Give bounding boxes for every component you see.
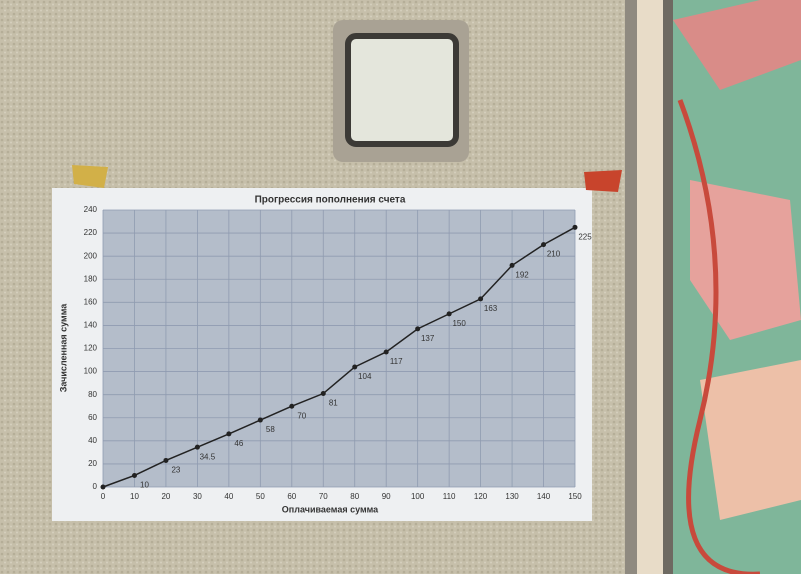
data-point: [226, 431, 232, 437]
y-tick-label: 220: [84, 228, 98, 237]
x-tick-label: 110: [443, 492, 456, 501]
y-tick-label: 40: [88, 436, 97, 445]
data-label: 150: [452, 319, 466, 328]
y-axis-label: Зачисленная сумма: [58, 303, 68, 393]
data-point: [257, 417, 263, 423]
data-label: 70: [297, 411, 306, 420]
frame: [663, 0, 673, 574]
x-axis-label: Оплачиваемая сумма: [282, 504, 379, 514]
y-tick-label: 60: [88, 413, 97, 422]
y-tick-label: 20: [88, 459, 97, 468]
data-label: 225: [578, 232, 592, 241]
data-label: 23: [171, 466, 180, 475]
data-label: 137: [421, 334, 435, 343]
data-point: [415, 326, 421, 332]
data-label: 58: [266, 425, 275, 434]
y-tick-label: 160: [84, 297, 98, 306]
data-label: 117: [390, 357, 403, 366]
data-label: 46: [234, 439, 243, 448]
y-tick-label: 180: [84, 274, 98, 283]
data-label: 163: [484, 304, 498, 313]
y-tick-label: 0: [93, 482, 98, 491]
data-point: [541, 242, 547, 248]
x-tick-label: 20: [161, 492, 170, 501]
data-line: [102, 226, 576, 488]
pin-flag: [584, 170, 622, 192]
data-point: [352, 364, 358, 370]
x-tick-label: 90: [382, 492, 391, 501]
x-tick-label: 50: [256, 492, 265, 501]
y-tick-label: 80: [88, 390, 97, 399]
data-point: [478, 296, 484, 302]
data-point: [320, 391, 326, 397]
data-label: 81: [329, 399, 338, 408]
x-tick-label: 40: [224, 492, 233, 501]
data-label: 104: [358, 372, 372, 381]
y-tick-label: 120: [84, 344, 98, 353]
data-point: [446, 311, 452, 317]
x-tick-label: 30: [193, 492, 202, 501]
data-point: [289, 403, 295, 409]
data-point: [131, 472, 137, 478]
data-point: [509, 262, 515, 268]
x-tick-label: 0: [101, 492, 106, 501]
data-point: [163, 457, 169, 463]
gauge: [345, 33, 459, 147]
x-tick-label: 100: [411, 492, 425, 501]
frame: [637, 0, 663, 574]
y-tick-label: 200: [84, 251, 98, 260]
data-label: 10: [140, 481, 149, 490]
x-tick-label: 80: [350, 492, 359, 501]
x-tick-label: 70: [319, 492, 328, 501]
data-point: [572, 224, 578, 230]
data-point: [194, 444, 200, 450]
data-label: 210: [547, 250, 561, 259]
x-tick-label: 60: [287, 492, 296, 501]
x-tick-label: 10: [130, 492, 139, 501]
pin-flag: [72, 165, 108, 188]
x-tick-label: 150: [568, 492, 582, 501]
data-label: 192: [515, 271, 529, 280]
map: [673, 0, 801, 90]
y-tick-label: 140: [84, 321, 98, 330]
map: [700, 360, 801, 520]
x-tick-label: 130: [505, 492, 519, 501]
x-tick-label: 140: [537, 492, 551, 501]
data-point: [100, 484, 106, 490]
x-tick-label: 120: [474, 492, 488, 501]
chart-title: Прогрессия пополнения счета: [255, 195, 406, 206]
data-point: [383, 349, 389, 355]
data-label: 34.5: [200, 452, 216, 461]
y-tick-label: 100: [84, 367, 98, 376]
y-tick-label: 240: [84, 205, 98, 214]
map: [677, 99, 760, 574]
frame: [625, 0, 637, 574]
